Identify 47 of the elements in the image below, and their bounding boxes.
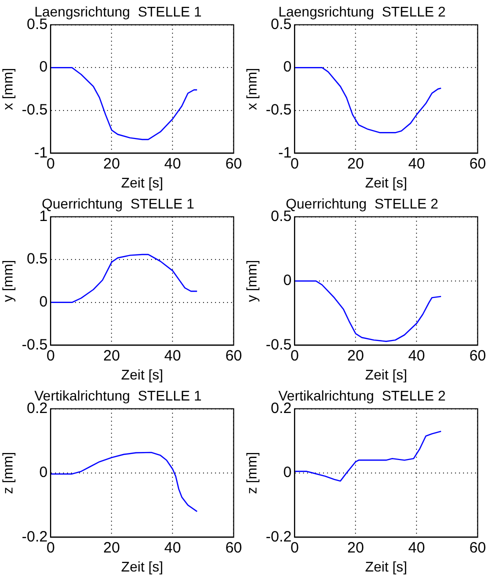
x-tick-label: 20	[103, 347, 120, 364]
x-tick-label: 60	[469, 539, 486, 556]
x-axis-title: Zeit [s]	[121, 366, 164, 382]
y-axis-title: z [mm]	[0, 452, 16, 494]
x-tick-label: 60	[469, 347, 486, 364]
y-tick-label: 0	[39, 58, 48, 76]
x-axis-title: Zeit [s]	[365, 366, 408, 382]
x-axis-title: Zeit [s]	[365, 174, 408, 190]
y-tick-label: -1	[34, 144, 48, 162]
x-tick-label: 40	[408, 539, 425, 556]
y-tick-label: 0	[283, 58, 292, 76]
x-tick-label: 20	[103, 539, 120, 556]
y-tick-label: 0	[39, 294, 48, 311]
x-tick-label: 20	[347, 539, 364, 556]
x-axis-title: Zeit [s]	[121, 558, 164, 574]
y-axis-title: x [mm]	[0, 68, 16, 110]
y-tick-label: -0.2	[22, 528, 48, 546]
chart-title: Querrichtung STELLE 1	[42, 195, 194, 212]
y-tick-label: -0.5	[22, 336, 48, 354]
x-tick-label: 60	[225, 155, 242, 172]
x-tick-label: 20	[347, 155, 364, 172]
y-tick-label: -0.5	[266, 102, 292, 119]
x-tick-label: 60	[225, 539, 242, 556]
y-tick-label: -0.5	[22, 102, 48, 119]
x-axis-title: Zeit [s]	[365, 558, 408, 574]
x-tick-label: 40	[408, 155, 425, 172]
x-tick-label: 60	[469, 155, 486, 172]
y-tick-label: 0.5	[26, 250, 48, 268]
y-tick-label: 0	[283, 272, 292, 290]
x-tick-label: 40	[408, 347, 425, 364]
y-tick-label: 0	[283, 464, 292, 482]
x-tick-label: 60	[225, 347, 242, 364]
x-axis-title: Zeit [s]	[121, 174, 164, 190]
x-tick-label: 40	[164, 155, 181, 172]
y-tick-label: 0	[39, 464, 48, 482]
y-tick-label: -0.2	[266, 528, 292, 546]
y-tick-label: -0.5	[266, 336, 292, 354]
chart-title: Querrichtung STELLE 2	[286, 195, 438, 212]
y-tick-label: -1	[278, 144, 292, 162]
x-tick-label: 20	[347, 347, 364, 364]
x-tick-label: 40	[164, 539, 181, 556]
x-tick-label: 20	[103, 155, 120, 172]
y-axis-title: y [mm]	[243, 260, 260, 302]
y-axis-title: x [mm]	[243, 68, 260, 110]
y-axis-title: y [mm]	[0, 260, 16, 302]
x-tick-label: 40	[164, 347, 181, 364]
y-axis-title: z [mm]	[243, 452, 260, 494]
